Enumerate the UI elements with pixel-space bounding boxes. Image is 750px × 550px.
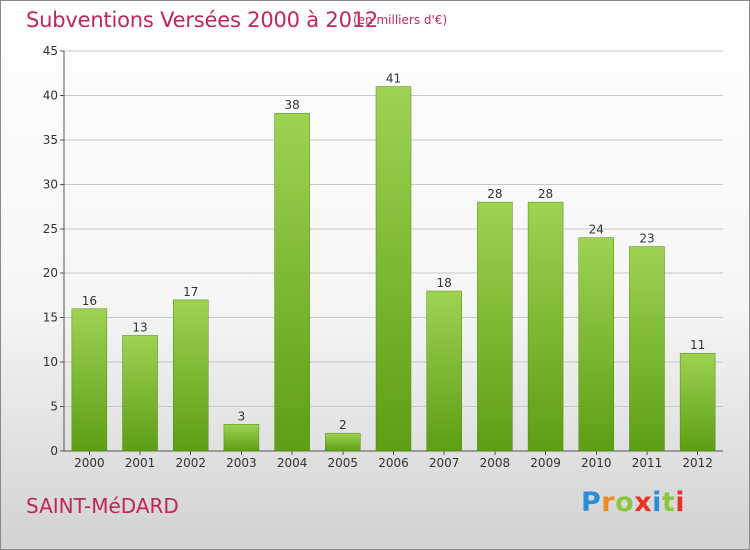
x-tick-label-2008: 2008 [480,456,511,470]
logo-letter: i [652,487,662,518]
bar-layer [71,86,716,452]
bar-2009 [527,201,564,452]
y-tick-label: 0 [50,444,58,458]
x-tick-label-2006: 2006 [378,456,409,470]
data-label-2009: 28 [538,187,553,201]
bar-2007 [426,290,462,452]
x-tick-label-2011: 2011 [632,456,663,470]
bar-2011 [629,246,665,452]
data-label-2004: 38 [284,98,299,112]
bar-2006 [375,86,412,452]
label-layer: 0 5 10 15 20 25 30 35 40 45 16 2000 13 2001 17 2002 3 200… [43,44,713,470]
data-label-2006: 41 [386,72,401,86]
data-label-2002: 17 [183,285,198,299]
x-tick-label-2002: 2002 [175,456,206,470]
y-tick-label: 5 [50,400,58,414]
x-tick-label-2000: 2000 [74,456,105,470]
bar-2004 [274,112,310,452]
y-tick-label: 10 [43,355,58,369]
logo-letter: r [601,487,616,518]
logo-letter: x [634,487,653,518]
x-tick-label-2003: 2003 [226,456,257,470]
x-tick-label-2010: 2010 [581,456,612,470]
x-tick-label-2005: 2005 [328,456,359,470]
data-label-2003: 3 [238,409,246,423]
bar-2001 [122,335,158,452]
bar-2003 [223,424,260,452]
bar-2002 [172,299,209,452]
logo-letter: i [675,487,686,518]
data-label-2011: 23 [639,232,654,246]
x-tick-label-2009: 2009 [530,456,561,470]
y-tick-label: 15 [43,311,58,325]
x-tick-label-2012: 2012 [682,456,713,470]
chart-title: Subventions Versées 2000 à 2012 [26,8,379,32]
x-tick-label-2004: 2004 [277,456,308,470]
logo-letter: t [661,487,676,518]
bar-2005 [325,432,361,452]
city-name: SAINT-MéDARD [26,494,179,518]
data-label-2000: 16 [82,294,97,308]
y-tick-label: 20 [43,266,58,280]
data-label-2008: 28 [487,187,502,201]
logo-letter: o [615,487,635,518]
chart-subtitle: (en milliers d'€) [353,13,448,27]
y-tick-label: 25 [43,222,58,236]
data-label-2007: 18 [437,276,452,290]
y-tick-label: 45 [43,44,58,58]
proxiti-logo: Proxiti [581,487,685,518]
x-tick-label-2007: 2007 [429,456,460,470]
data-label-2010: 24 [589,223,604,237]
x-tick-label-2001: 2001 [125,456,156,470]
data-label-2005: 2 [339,418,347,432]
bar-2008 [477,201,513,452]
y-tick-label: 40 [43,88,58,102]
y-tick-label: 35 [43,133,58,147]
data-label-2012: 11 [690,338,705,352]
bar-2012 [679,352,716,452]
bar-2000 [71,308,108,452]
y-tick-label: 30 [43,177,58,191]
data-label-2001: 13 [132,320,147,334]
logo-letter: P [581,487,602,518]
bar-2010 [578,237,615,452]
